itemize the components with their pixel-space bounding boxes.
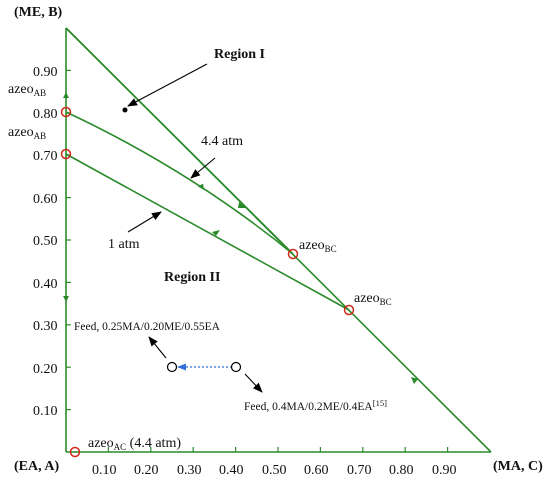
feed1-marker [166,361,178,373]
azeo-bc-1-atm-marker [343,304,355,316]
y-tick-label: 0.90 [33,65,58,80]
azeo-ab-4-4-atm-marker [60,106,72,118]
x-tick-label: 0.80 [389,463,414,478]
residue-curves [65,27,350,311]
azeo-subscript: AB [34,131,47,141]
pressure-high-label: 4.4 atm [201,134,243,149]
x-tick-label: 0.60 [304,463,329,478]
feed1-pointer [148,336,167,359]
y-tick-label: 0.30 [33,319,58,334]
azeo-text: azeo [8,82,34,97]
azeo-subscript: AB [34,88,47,98]
pressure-high-pointer [190,157,216,179]
y-tick-label: 0.70 [33,149,58,164]
azeo-ab-1-atm-marker [60,148,72,160]
x-tick-label: 0.50 [262,463,287,478]
y-tick-label: 0.80 [33,107,58,122]
feed2-label: Feed, 0.4MA/0.2ME/0.4EA[15] [244,398,387,413]
azeo-ab-label-upper: azeoAB [8,82,46,98]
y-tick-label: 0.40 [33,277,58,292]
feed2-marker [230,361,242,373]
pointer-arrows [127,63,263,393]
y-tick-label: 0.20 [33,362,58,377]
direction-arrow [411,377,418,384]
corner-label-top: (ME, B) [14,5,63,20]
azeo-text: azeo [88,436,114,451]
x-tick-marks [107,447,449,452]
azeo-subscript: BC [380,297,392,307]
direction-arrow [63,92,69,98]
diagonal-residue-curve [65,27,294,255]
boundary-1-atm [65,153,350,311]
azeo-subscript: AC [114,442,127,452]
points [60,106,355,458]
x-tick-label: 0.10 [92,463,117,478]
y-tick-label: 0.60 [33,192,58,207]
x-tick-label: 0.20 [134,463,159,478]
direction-arrow [63,296,69,302]
azeo-ac-label: azeoAC (4.4 atm) [88,436,181,452]
region1-pointer [127,63,208,107]
y-tick-label: 0.50 [33,234,58,249]
azeo-subscript: BC [325,244,337,254]
x-tick-label: 0.70 [347,463,372,478]
direction-arrow [212,230,220,236]
azeo-ab-label-lower: azeoAB [8,125,46,141]
x-tick-label: 0.30 [177,463,202,478]
region1-marker-dot [122,107,128,113]
feed2-reference: [15] [373,398,387,408]
x-tick-labels: 0.10 0.20 0.30 0.40 0.50 0.60 0.70 0.80 … [92,463,457,478]
y-tick-label: 0.10 [33,404,58,419]
region2-label: Region II [164,270,220,285]
y-tick-labels: 0.10 0.20 0.30 0.40 0.50 0.60 0.70 0.80 … [33,65,58,419]
azeo-bc-4-4-atm-marker [287,248,299,260]
direction-arrow [197,183,204,190]
azeo-text: azeo [354,291,380,306]
azeo-text: azeo [8,125,34,140]
pressure-low-label: 1 atm [108,237,140,252]
corner-label-bottom-right: (MA, C) [493,459,543,474]
direction-arrow [238,202,246,208]
corner-label-bottom-left: (EA, A) [14,459,59,474]
region1-label: Region I [214,47,265,62]
azeo-text: azeo [299,238,325,253]
azeo-bc-label-lower: azeoBC [354,291,392,307]
feed2-text: Feed, 0.4MA/0.2ME/0.4EA [244,401,373,413]
x-tick-label: 0.90 [432,463,457,478]
boundary-4-4-atm [65,111,294,255]
direction-arrows [63,92,418,384]
azeo-ac-marker [69,446,81,458]
azeo-ac-pressure: (4.4 atm) [126,436,181,451]
azeo-bc-label-upper: azeoBC [299,238,337,254]
feed1-label: Feed, 0.25MA/0.20ME/0.55EA [74,321,221,333]
x-tick-label: 0.40 [219,463,244,478]
pressure-low-pointer [127,211,162,233]
feed2-pointer [244,373,263,393]
